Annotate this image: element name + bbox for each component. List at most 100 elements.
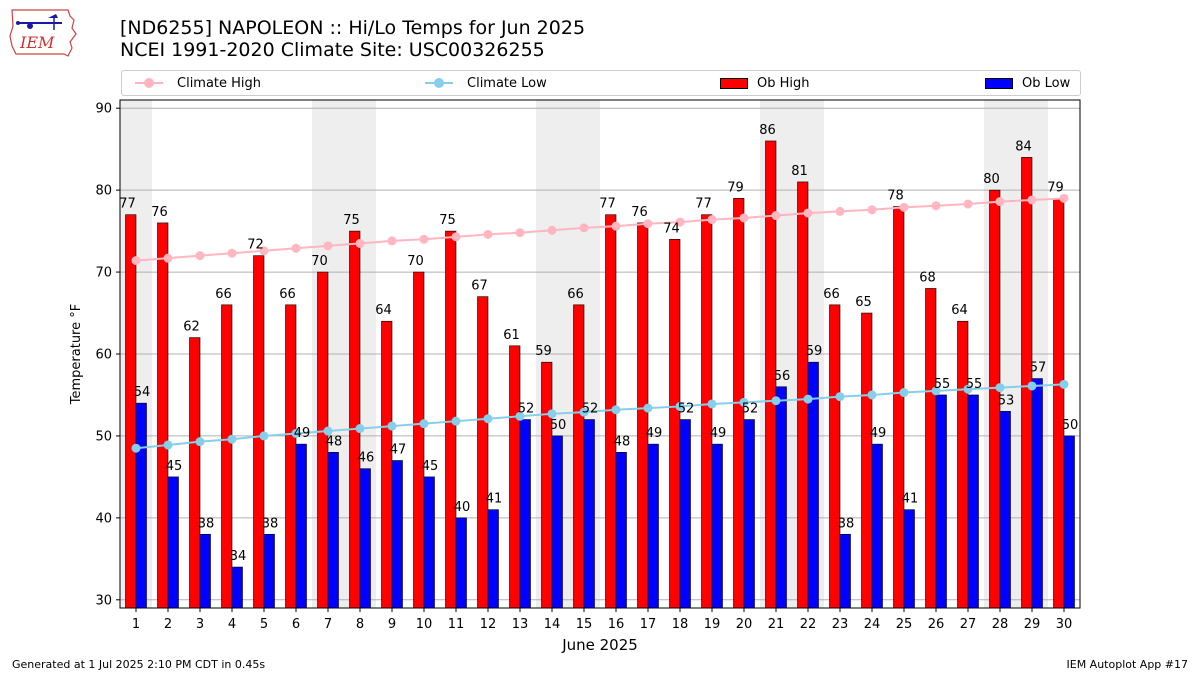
ob-low-label: 45 bbox=[422, 459, 439, 474]
climate-high-point bbox=[899, 202, 909, 212]
climate-low-point bbox=[995, 383, 1005, 393]
climate-high-point bbox=[995, 197, 1005, 207]
x-tick-label: 24 bbox=[864, 617, 881, 632]
ob-low-bar bbox=[1063, 435, 1075, 609]
ob-low-label: 48 bbox=[326, 434, 343, 449]
x-tick-label: 26 bbox=[928, 617, 945, 632]
ob-low-bar bbox=[1031, 378, 1043, 609]
y-axis-label: Temperature °F bbox=[69, 304, 84, 405]
ob-high-label: 79 bbox=[727, 180, 744, 195]
climate-low-point bbox=[963, 384, 973, 394]
ob-low-label: 50 bbox=[1062, 418, 1079, 433]
climate-high-point bbox=[323, 241, 333, 251]
ob-high-label: 68 bbox=[919, 270, 936, 285]
legend-climate-high-label: Climate High bbox=[177, 75, 262, 91]
climate-low-point bbox=[451, 416, 461, 426]
ob-high-label: 64 bbox=[375, 303, 392, 318]
ob-low-label: 55 bbox=[966, 377, 983, 392]
climate-low-point bbox=[931, 386, 941, 396]
climate-high-point bbox=[963, 199, 973, 209]
ob-high-bar bbox=[669, 238, 681, 609]
ob-low-bar bbox=[199, 533, 211, 609]
x-tick-label: 11 bbox=[448, 617, 465, 632]
ob-high-label: 66 bbox=[215, 287, 232, 302]
x-tick-label: 14 bbox=[544, 617, 561, 632]
ob-low-bar bbox=[583, 419, 595, 609]
y-tick-label: 70 bbox=[95, 266, 112, 281]
y-tick-label: 90 bbox=[95, 102, 112, 117]
ob-low-bar bbox=[839, 533, 851, 609]
ob-high-label: 75 bbox=[343, 213, 360, 228]
gridlines bbox=[120, 107, 1080, 601]
ob-low-bar bbox=[263, 533, 275, 609]
ob-low-bar bbox=[327, 452, 339, 609]
ob-low-label: 57 bbox=[1030, 361, 1047, 376]
ob-low-bar bbox=[231, 566, 243, 609]
climate-high-point bbox=[931, 201, 941, 211]
ob-high-label: 66 bbox=[823, 287, 840, 302]
climate-low-point bbox=[803, 394, 813, 404]
x-tick-label: 13 bbox=[512, 617, 529, 632]
x-tick-label: 12 bbox=[480, 617, 497, 632]
climate-low-point bbox=[579, 407, 589, 417]
ob-high-label: 70 bbox=[311, 254, 328, 269]
climate-low-point bbox=[643, 403, 653, 413]
x-tick-label: 4 bbox=[228, 617, 236, 632]
ob-high-bar bbox=[381, 320, 393, 609]
legend-climate-low-label: Climate Low bbox=[467, 75, 547, 91]
climate-low-point bbox=[483, 414, 493, 424]
climate-high-point bbox=[483, 229, 493, 239]
ob-low-label: 47 bbox=[390, 443, 407, 458]
ob-high-label: 74 bbox=[663, 221, 680, 236]
ob-high-label: 70 bbox=[407, 254, 424, 269]
ob-low-label: 38 bbox=[198, 516, 215, 531]
climate-low-point bbox=[771, 396, 781, 406]
x-tick-label: 8 bbox=[356, 617, 364, 632]
climate-low-path bbox=[135, 383, 1065, 450]
ob-low-bar bbox=[487, 509, 499, 609]
ob-low-bar bbox=[455, 517, 467, 609]
climate-high-point bbox=[771, 211, 781, 221]
ob-high-value-labels: 77 76 62 66 72 66 70 75 64 70 75 67 61 59 66 77 76 74 77 79… bbox=[119, 123, 1064, 359]
climate-low-point bbox=[1027, 381, 1037, 391]
climate-high-point bbox=[195, 251, 205, 261]
climate-high-point bbox=[1059, 193, 1069, 203]
ob-low-swatch bbox=[985, 77, 1013, 89]
ob-low-label: 49 bbox=[710, 426, 727, 441]
climate-high-point bbox=[675, 217, 685, 227]
ob-low-label: 48 bbox=[614, 434, 631, 449]
climate-low-point bbox=[739, 397, 749, 407]
ob-high-label: 66 bbox=[567, 287, 584, 302]
ob-low-bar bbox=[743, 419, 755, 609]
x-tick-label: 1 bbox=[132, 617, 140, 632]
ob-high-label: 84 bbox=[1015, 139, 1032, 154]
x-tick-label: 17 bbox=[640, 617, 657, 632]
climate-high-point bbox=[835, 206, 845, 216]
x-tick-label: 21 bbox=[768, 617, 785, 632]
ob-low-value-labels: 54 45 38 34 38 49 48 46 47 45 40 41 52 50 52 48 49 52 49 52… bbox=[134, 344, 1079, 564]
y-tick-label: 50 bbox=[95, 429, 112, 444]
ob-high-label: 76 bbox=[151, 205, 168, 220]
ob-high-label: 79 bbox=[1047, 180, 1064, 195]
ob-high-label: 75 bbox=[439, 213, 456, 228]
ob-low-bar bbox=[647, 443, 659, 609]
legend: Climate High Climate Low Ob High Ob Low bbox=[121, 70, 1081, 96]
climate-low-point bbox=[387, 421, 397, 431]
generated-timestamp: Generated at 1 Jul 2025 2:10 PM CDT in 0… bbox=[12, 658, 266, 671]
climate-low-line bbox=[131, 379, 1069, 453]
climate-high-point bbox=[387, 236, 397, 246]
climate-high-point bbox=[579, 223, 589, 233]
ob-low-bar bbox=[903, 509, 915, 609]
climate-low-point bbox=[547, 409, 557, 419]
x-tick-label: 2 bbox=[164, 617, 172, 632]
climate-low-point bbox=[195, 437, 205, 447]
ob-low-bar bbox=[999, 411, 1011, 609]
ob-high-label: 72 bbox=[247, 238, 264, 253]
ob-high-label: 66 bbox=[279, 287, 296, 302]
ob-high-label: 64 bbox=[951, 303, 968, 318]
ob-low-label: 49 bbox=[870, 426, 887, 441]
ob-low-label: 53 bbox=[998, 393, 1015, 408]
ob-high-bar bbox=[925, 288, 937, 609]
ob-high-label: 81 bbox=[791, 164, 808, 179]
